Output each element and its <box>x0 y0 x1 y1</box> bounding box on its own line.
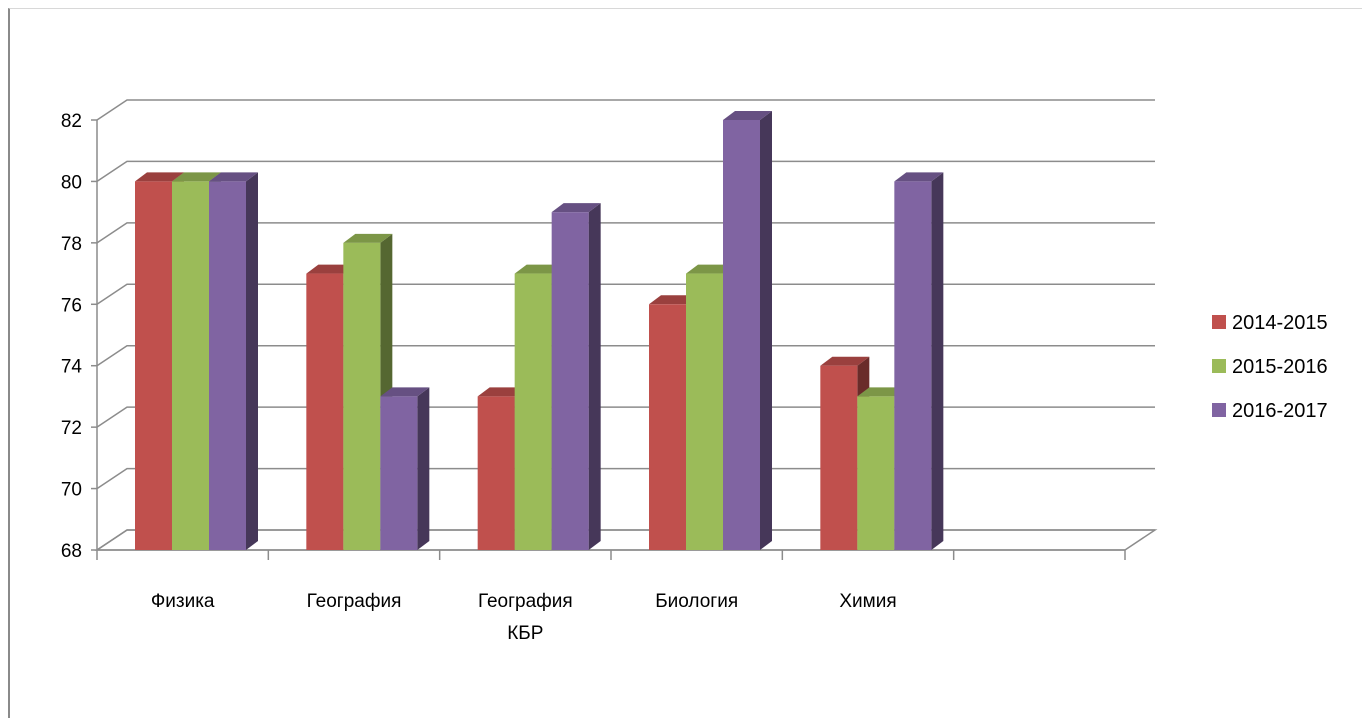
bar-side <box>246 172 258 550</box>
bar-top <box>723 111 772 120</box>
bar-front <box>857 396 895 550</box>
bar-top <box>477 387 527 397</box>
bar-front <box>172 181 209 550</box>
y-tick-label: 70 <box>61 480 82 501</box>
x-category-label: География <box>307 591 402 612</box>
bar-top <box>209 172 258 182</box>
bar <box>723 111 772 550</box>
bar-front <box>380 396 418 550</box>
bar-top <box>686 264 735 274</box>
bar-front <box>894 181 932 550</box>
gridline <box>96 344 1155 367</box>
gridline <box>96 222 1155 244</box>
gridline <box>96 467 1155 490</box>
gridlines <box>96 99 1155 551</box>
x-category-label: КБР <box>507 623 543 644</box>
bar-top <box>857 387 907 397</box>
x-category-label: Физика <box>151 591 215 612</box>
bar-front <box>820 365 858 550</box>
legend-swatch <box>1212 359 1226 373</box>
bars <box>135 111 944 550</box>
axes <box>96 120 1126 560</box>
x-category-label: Химия <box>839 591 896 612</box>
bar-top <box>343 233 393 243</box>
gridline <box>96 283 1155 305</box>
x-category-label: География <box>478 591 573 612</box>
y-tick-label: 78 <box>61 234 82 255</box>
bar-side <box>588 203 601 550</box>
y-tick-label: 72 <box>61 418 82 439</box>
bar <box>894 172 944 550</box>
bar-top <box>649 295 698 305</box>
legend-swatch <box>1212 315 1226 329</box>
chart-frame <box>8 8 1362 718</box>
legend-swatch <box>1212 403 1226 417</box>
legend-entry: 2014-2015 <box>1212 312 1328 334</box>
legend-label: 2015-2016 <box>1232 356 1328 378</box>
bar-top <box>820 356 870 366</box>
bar-top <box>551 203 601 213</box>
bar <box>380 387 430 550</box>
legend-entry: 2016-2017 <box>1212 400 1328 422</box>
gridline <box>96 529 1155 551</box>
bar-front <box>343 242 381 550</box>
bar-side <box>931 172 944 550</box>
gridline <box>96 99 1155 121</box>
bar-front <box>477 396 515 550</box>
bar-front <box>551 212 589 550</box>
bar <box>209 172 258 550</box>
bar-top <box>380 387 430 397</box>
bar-front <box>135 181 172 550</box>
bar-front <box>514 273 552 550</box>
y-tick-label: 82 <box>61 111 82 132</box>
x-category-label: Биология <box>655 591 738 612</box>
bar-front <box>306 273 344 550</box>
legend-label: 2016-2017 <box>1232 400 1328 422</box>
x-axis-labels: Физика География География КБР Биология Химия <box>151 591 897 644</box>
y-tick-label: 80 <box>61 172 82 193</box>
y-axis-ticks: 68 70 72 74 76 78 80 82 <box>61 111 97 562</box>
bar-top <box>514 264 564 274</box>
gridline <box>96 160 1155 183</box>
gridline <box>96 406 1155 428</box>
bar-top <box>894 172 944 182</box>
bar-front <box>686 273 723 550</box>
bar-front <box>723 120 760 550</box>
bar-front <box>649 304 686 550</box>
y-tick-label: 74 <box>61 357 83 378</box>
bar <box>551 203 601 550</box>
bar-top <box>306 264 356 274</box>
bar-top <box>135 172 184 182</box>
bar-side <box>760 111 772 550</box>
y-tick-label: 68 <box>61 541 82 562</box>
legend-entry: 2015-2016 <box>1212 356 1328 378</box>
bar-side <box>417 387 430 550</box>
y-tick-label: 76 <box>61 295 82 316</box>
legend: 2014-2015 2015-2016 2016-2017 <box>1212 312 1328 422</box>
bar-front <box>209 181 246 550</box>
legend-label: 2014-2015 <box>1232 312 1328 334</box>
bar-top <box>172 172 221 182</box>
